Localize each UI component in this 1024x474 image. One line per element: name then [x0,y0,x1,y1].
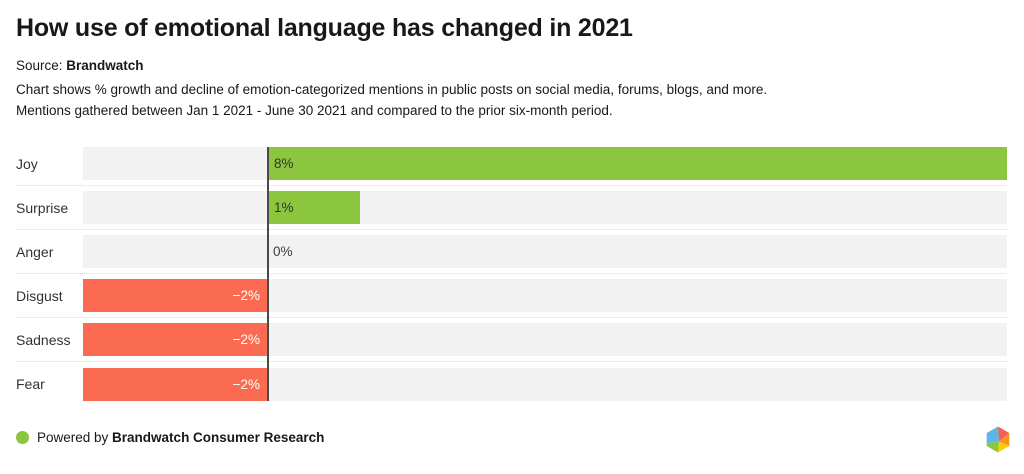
bar-value-label: −2% [232,288,260,303]
chart-row-disgust: Disgust −2% [16,274,1007,318]
category-label: Sadness [16,331,71,348]
bar-track: 8% [83,147,1007,180]
chart-rows: Joy 8% Surprise 1% Anger 0% Disgust −2% Sadness −… [16,142,1007,406]
bar-value-label: −2% [232,332,260,347]
description-line-1: Chart shows % growth and decline of emot… [16,82,768,97]
chart-row-fear: Fear −2% [16,362,1007,406]
positive-bar: 1% [267,191,360,224]
bar-value-label: −2% [232,376,260,392]
zero-axis-line [267,147,269,401]
bar-value-label: 8% [274,156,294,171]
description-line-2: Mentions gathered between Jan 1 2021 - J… [16,103,613,118]
source-line: Source: Brandwatch [16,58,144,73]
positive-bar: 8% [267,147,1007,180]
bar-track: 0% [83,235,1007,268]
brand-dot-icon [16,431,29,444]
category-label: Anger [16,243,54,260]
source-name: Brandwatch [66,58,144,73]
category-label: Surprise [16,199,69,216]
chart: Joy 8% Surprise 1% Anger 0% Disgust −2% Sadness −… [16,142,1007,406]
brandwatch-gem-logo-icon [986,426,1010,453]
chart-row-joy: Joy 8% [16,142,1007,186]
negative-bar: −2% [83,367,267,401]
bar-value-label: 0% [273,244,293,259]
chart-row-sadness: Sadness −2% [16,318,1007,362]
powered-by-text: Powered by Brandwatch Consumer Research [37,430,324,445]
category-label: Fear [16,376,45,392]
page-title: How use of emotional language has change… [16,14,633,42]
powered-by-name: Brandwatch Consumer Research [112,430,325,445]
powered-by-prefix: Powered by [37,430,113,445]
chart-description: Chart shows % growth and decline of emot… [16,79,767,121]
negative-bar: −2% [83,279,267,312]
bar-track: −2% [83,367,1007,401]
category-label: Disgust [16,287,63,304]
category-label: Joy [16,155,38,172]
bar-value-label: 1% [274,200,294,215]
chart-row-anger: Anger 0% [16,230,1007,274]
source-prefix: Source: [16,58,67,73]
chart-row-surprise: Surprise 1% [16,186,1007,230]
negative-bar: −2% [83,323,267,356]
bar-track: −2% [83,323,1007,356]
bar-track: −2% [83,279,1007,312]
bar-track: 1% [83,191,1007,224]
powered-by-footer: Powered by Brandwatch Consumer Research [16,430,324,445]
